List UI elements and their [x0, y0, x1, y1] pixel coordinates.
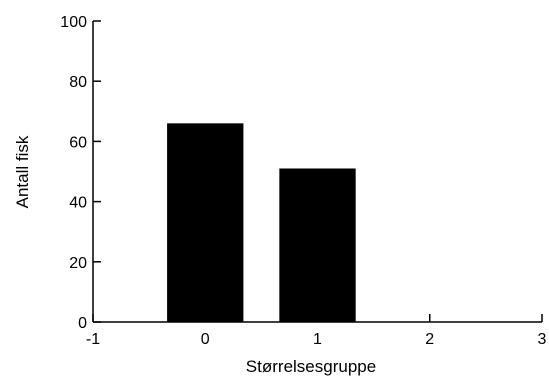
y-tick-label: 0: [78, 315, 87, 332]
y-tick-label: 100: [60, 14, 87, 31]
x-axis-title: Størrelsesgruppe: [246, 357, 376, 376]
x-tick-label: 1: [313, 331, 322, 348]
x-tick-label: 2: [425, 331, 434, 348]
bar-0: [167, 123, 244, 322]
x-tick-label: -1: [86, 331, 100, 348]
y-tick-label: 40: [69, 195, 87, 212]
x-axis-ticks: -1 0 1 2 3: [86, 314, 547, 348]
y-tick-label: 80: [69, 74, 87, 91]
y-tick-label: 20: [69, 255, 87, 272]
y-axis-title: Antall fisk: [13, 135, 32, 208]
y-tick-label: 60: [69, 134, 87, 151]
bars-layer: [167, 123, 356, 322]
x-tick-label: 3: [538, 331, 547, 348]
x-tick-label: 0: [201, 331, 210, 348]
y-axis-ticks: 0 20 40 60 80 100: [60, 14, 101, 332]
bar-1: [279, 168, 356, 322]
